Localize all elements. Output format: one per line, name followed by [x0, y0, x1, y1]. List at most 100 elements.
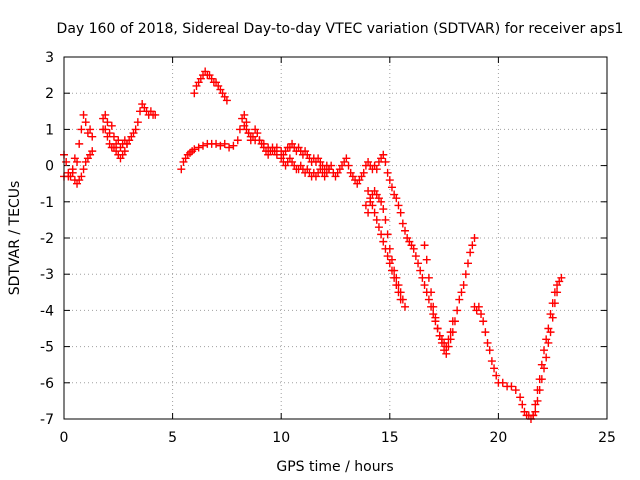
data-point-plus	[88, 132, 97, 141]
x-tick-label: 10	[272, 430, 290, 446]
data-point-plus	[366, 194, 375, 203]
data-point-plus	[518, 400, 527, 409]
data-point-plus	[381, 244, 390, 253]
data-point-plus	[383, 168, 392, 177]
data-point-plus	[401, 226, 410, 235]
chart-title: Day 160 of 2018, Sidereal Day-to-day VTE…	[57, 21, 624, 37]
data-point-plus	[79, 165, 88, 174]
data-point-plus	[77, 172, 86, 181]
data-point-plus	[390, 273, 399, 282]
data-point-plus	[133, 118, 142, 127]
y-tick-label: 0	[45, 159, 54, 175]
data-point-plus	[383, 252, 392, 261]
data-point-plus	[101, 125, 110, 134]
data-point-plus	[220, 139, 229, 148]
data-point-plus	[177, 165, 186, 174]
data-point-plus	[225, 143, 234, 152]
data-point-plus	[268, 147, 277, 156]
y-tick-label: -6	[40, 376, 54, 392]
data-point-plus	[553, 281, 562, 290]
data-point-plus	[392, 281, 401, 290]
data-point-plus	[327, 161, 336, 170]
data-point-plus	[190, 145, 199, 154]
y-tick-label: -2	[40, 231, 54, 247]
data-point-plus	[427, 288, 436, 297]
data-point-plus	[379, 205, 388, 214]
data-point-plus	[107, 121, 116, 130]
data-point-plus	[264, 143, 273, 152]
data-point-plus	[255, 136, 264, 145]
y-tick-label: -4	[40, 303, 54, 319]
data-point-plus	[396, 295, 405, 304]
data-point-plus	[431, 313, 440, 322]
data-point-plus	[470, 234, 479, 242]
x-tick-label: 0	[60, 430, 69, 446]
plot-frame	[63, 56, 608, 420]
data-point-plus	[372, 165, 381, 174]
data-point-plus	[429, 302, 438, 311]
data-point-plus	[411, 252, 420, 261]
data-points	[60, 67, 566, 423]
data-point-plus	[468, 241, 477, 250]
data-point-plus	[544, 324, 553, 333]
data-point-plus	[442, 342, 451, 351]
data-point-plus	[381, 215, 390, 224]
data-point-plus	[377, 230, 386, 239]
data-point-plus	[485, 346, 494, 355]
data-point-plus	[394, 288, 403, 297]
data-point-plus	[498, 378, 507, 387]
data-point-plus	[103, 118, 112, 127]
data-point-plus	[448, 317, 457, 326]
y-axis-label: SDTVAR / TECUs	[7, 181, 23, 296]
data-point-plus	[122, 139, 131, 148]
data-point-plus	[240, 110, 249, 119]
data-point-plus	[479, 317, 488, 326]
data-point-plus	[368, 201, 377, 210]
data-point-plus	[477, 310, 486, 319]
x-tick-label: 5	[168, 430, 177, 446]
data-point-plus	[416, 266, 425, 275]
data-point-plus	[199, 141, 208, 150]
data-point-plus	[414, 259, 423, 268]
data-point-plus	[444, 335, 453, 344]
data-point-plus	[233, 136, 242, 145]
data-point-plus	[120, 147, 129, 156]
data-point-plus	[537, 360, 546, 369]
y-tick-label: 2	[45, 86, 54, 102]
data-point-plus	[461, 270, 470, 279]
data-point-plus	[259, 139, 268, 148]
data-point-plus	[396, 208, 405, 217]
data-point-plus	[377, 197, 386, 206]
data-point-plus	[194, 143, 203, 152]
data-point-plus	[463, 259, 472, 268]
data-point-plus	[442, 349, 451, 358]
data-point-plus	[246, 132, 255, 141]
data-point-plus	[81, 118, 90, 127]
data-point-plus	[385, 259, 394, 268]
data-point-plus	[422, 255, 431, 264]
data-point-plus	[457, 288, 466, 297]
data-point-plus	[487, 357, 496, 366]
data-point-plus	[459, 281, 468, 290]
y-tick-label: -3	[40, 267, 54, 283]
data-point-plus	[75, 139, 84, 148]
data-point-plus	[344, 161, 353, 170]
data-point-plus	[529, 411, 538, 420]
data-point-plus	[272, 150, 281, 159]
data-point-plus	[492, 371, 501, 380]
data-point-plus	[131, 125, 140, 134]
data-point-plus	[424, 295, 433, 304]
data-point-plus	[379, 237, 388, 246]
data-point-plus	[229, 141, 238, 150]
data-point-plus	[385, 176, 394, 185]
data-point-plus	[359, 168, 368, 177]
y-tick-label: -5	[40, 340, 54, 356]
y-tick-label: -7	[40, 412, 54, 428]
data-point-plus	[490, 364, 499, 373]
data-point-plus	[364, 186, 373, 195]
data-point-plus	[546, 310, 555, 319]
data-point-plus	[516, 393, 525, 402]
data-point-plus	[372, 215, 381, 224]
data-point-plus	[86, 125, 95, 134]
